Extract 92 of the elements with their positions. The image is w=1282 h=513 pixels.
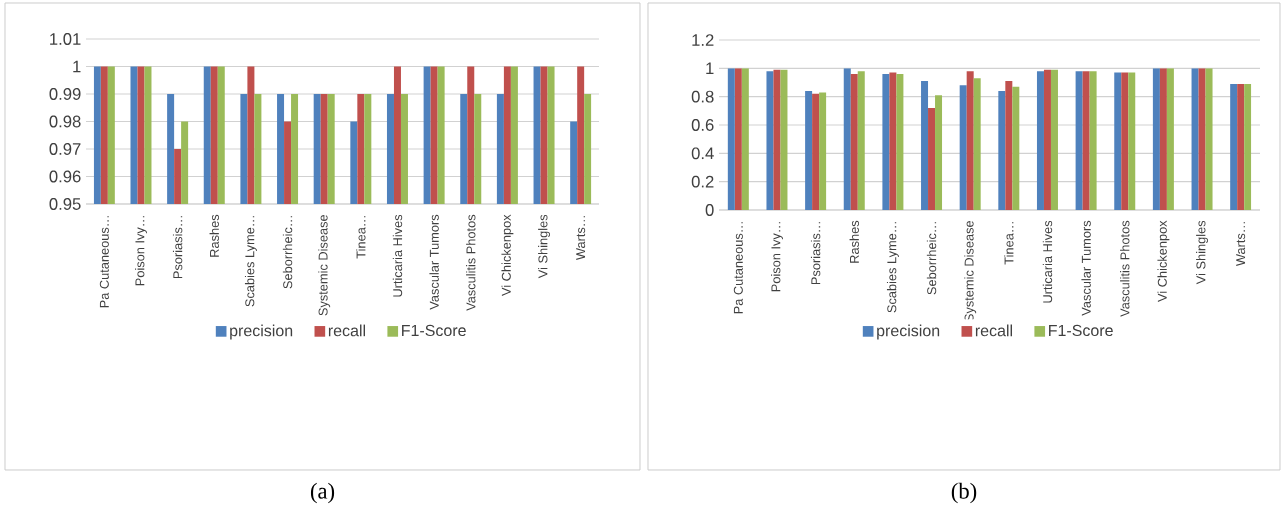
x-tick-label: Warts…	[576, 216, 586, 261]
x-tick-label: Warts…	[1236, 222, 1246, 267]
bar	[727, 68, 735, 210]
bar	[1012, 86, 1020, 210]
legend-label: F1-Score	[1049, 324, 1113, 337]
bar	[1082, 71, 1090, 210]
bar	[1036, 71, 1044, 210]
bar	[843, 68, 851, 210]
bar	[1244, 83, 1252, 210]
bar	[780, 69, 788, 210]
bar	[734, 68, 742, 210]
y-tick-label: 0.99	[49, 88, 81, 100]
bar	[773, 69, 781, 210]
bar	[959, 85, 967, 210]
bar	[889, 72, 897, 210]
bar	[1191, 68, 1199, 210]
bar	[1121, 72, 1129, 210]
y-tick-label: 1	[73, 60, 81, 73]
bar	[1237, 83, 1245, 210]
bar	[921, 81, 929, 210]
x-tick-label: Vi Shingles	[538, 214, 551, 279]
x-tick-label: Rashes	[209, 214, 219, 257]
x-tick-label: Scabies Lyme…	[886, 222, 899, 313]
legend-label: recall	[328, 324, 365, 337]
bar	[882, 73, 890, 210]
bar	[1128, 72, 1136, 210]
y-tick-label: 0	[705, 204, 714, 216]
bar	[819, 92, 827, 210]
bar	[1005, 81, 1013, 210]
y-tick-label: 1.01	[50, 33, 81, 45]
bar	[1089, 71, 1097, 210]
x-tick-label: Vasculitis Photos	[466, 214, 476, 311]
x-tick-label: Tinea…	[356, 216, 366, 259]
y-tick-label: 0.95	[49, 198, 81, 210]
x-tick-label: Seborrheic…	[926, 222, 937, 295]
bar	[766, 71, 774, 210]
x-tick-label: Urticaria Hives	[392, 214, 403, 297]
x-tick-label: Vascular Tumors	[1081, 220, 1091, 316]
bar	[1205, 68, 1213, 210]
y-tick-label: 0.96	[49, 170, 81, 183]
bar	[935, 95, 943, 210]
bar	[998, 90, 1006, 210]
x-tick-label: Poison Ivy…	[135, 216, 147, 286]
bar	[850, 73, 858, 210]
bar	[1198, 68, 1206, 210]
bar	[1230, 83, 1238, 210]
x-tick-label: Pa Cutaneous…	[99, 216, 109, 308]
text: (b)	[951, 482, 977, 504]
bar	[1043, 69, 1051, 210]
x-tick-label: Rashes	[849, 220, 859, 263]
x-tick-label: Psoriasis…	[810, 222, 821, 285]
bar	[973, 78, 981, 210]
x-tick-label: Vascular Tumors	[429, 214, 439, 310]
x-tick-label: Urticaria Hives	[1042, 220, 1053, 303]
x-tick-label: Systemic Disease	[318, 214, 331, 316]
x-tick-label: Psoriasis…	[172, 216, 183, 279]
x-tick-label: Scabies Lyme…	[244, 216, 257, 307]
x-tick-label: Pa Cutaneous…	[733, 222, 743, 314]
x-tick-label: Vasculitis Photos	[1120, 220, 1130, 317]
y-tick-label: 0.6	[691, 119, 714, 131]
x-tick-label: Seborrheic…	[282, 216, 293, 289]
y-tick-label: 0.4	[691, 147, 714, 160]
y-tick-label: 0.2	[691, 175, 714, 188]
bar	[805, 90, 813, 210]
legend-label: F1-Score	[402, 324, 466, 337]
text: (a)	[310, 482, 335, 504]
bar	[857, 71, 865, 210]
x-tick-label: Vi Shingles	[1196, 220, 1208, 285]
y-tick-label: 0.98	[49, 115, 81, 128]
bar	[1152, 68, 1160, 210]
bar	[741, 68, 749, 210]
bar	[1075, 71, 1083, 210]
x-tick-label: Tinea…	[1004, 222, 1014, 265]
x-tick-label: Vi Chickenpox	[501, 214, 514, 296]
bar	[1114, 72, 1122, 210]
bar	[966, 71, 974, 210]
y-tick-label: 1.2	[692, 34, 714, 46]
y-tick-label: 1	[706, 62, 714, 75]
x-tick-label: Systemic Disease	[964, 220, 977, 322]
legend-label: precision	[877, 324, 940, 340]
x-tick-label: Vi Chickenpox	[1157, 220, 1170, 302]
bar	[1050, 69, 1058, 210]
legend-label: recall	[975, 324, 1012, 337]
y-tick-label: 0.97	[49, 143, 81, 155]
y-tick-label: 0.8	[691, 90, 714, 103]
bar	[812, 93, 820, 210]
bar	[928, 107, 936, 210]
x-tick-label: Poison Ivy…	[771, 222, 783, 292]
legend-label: precision	[230, 324, 293, 340]
bar	[896, 73, 904, 210]
bar	[1159, 68, 1167, 210]
bar	[1166, 68, 1174, 210]
